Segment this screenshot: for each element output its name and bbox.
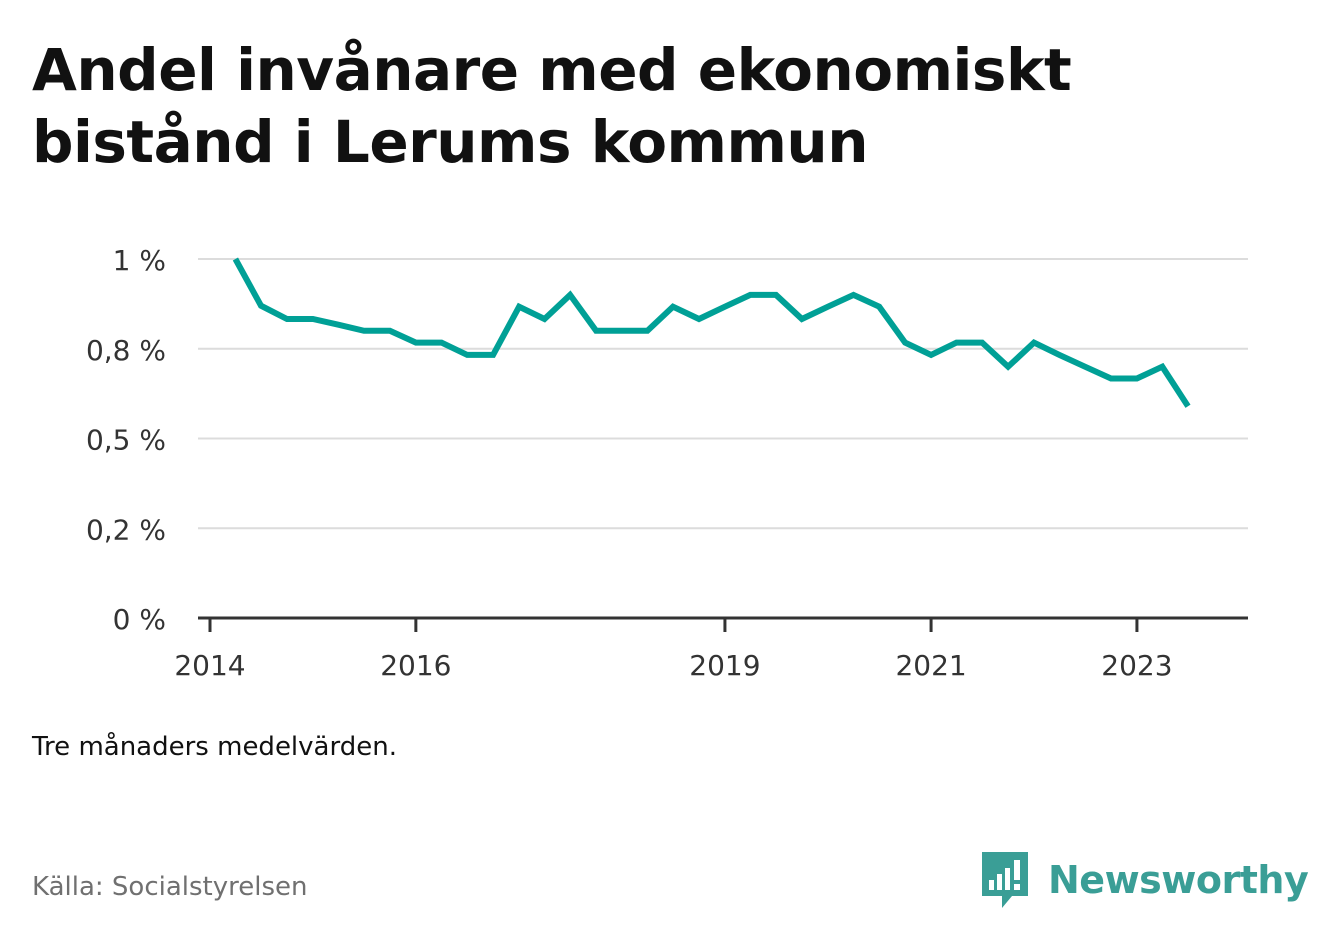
chart-subtitle: Tre månaders medelvärden. [32,732,397,762]
y-axis: 0 % 0,2 % 0,5 % 0,8 % 1 % [86,244,166,636]
brand-name: Newsworthy [1048,858,1309,902]
x-tick-label: 2023 [1101,649,1172,682]
y-tick-label: 0,2 % [86,513,166,546]
x-tick-label: 2014 [174,649,245,682]
y-tick-label: 0,5 % [86,424,166,457]
x-tick-label: 2016 [380,649,451,682]
y-tick-label: 0 % [113,603,166,636]
source-note: Källa: Socialstyrelsen [32,872,308,902]
line-chart: 0 %0,2 %0,5 %0,8 %1 % 2014 2016 2019 2021 20… [86,244,1248,682]
newsworthy-logo-icon [982,852,1028,908]
y-tick-label: 0,8 % [86,334,166,367]
gridlines [198,258,1248,530]
x-tick-label: 2019 [689,649,760,682]
chart-title: Andel invånare med ekonomiskt bistånd i … [32,36,1072,176]
y-tick-label: 1 % [113,244,166,277]
x-axis: 2014 2016 2019 2021 2023 [174,616,1248,682]
brand: Newsworthy [980,850,1309,910]
series-line [232,257,1191,408]
series-layer [232,257,1191,408]
x-tick-label: 2021 [895,649,966,682]
